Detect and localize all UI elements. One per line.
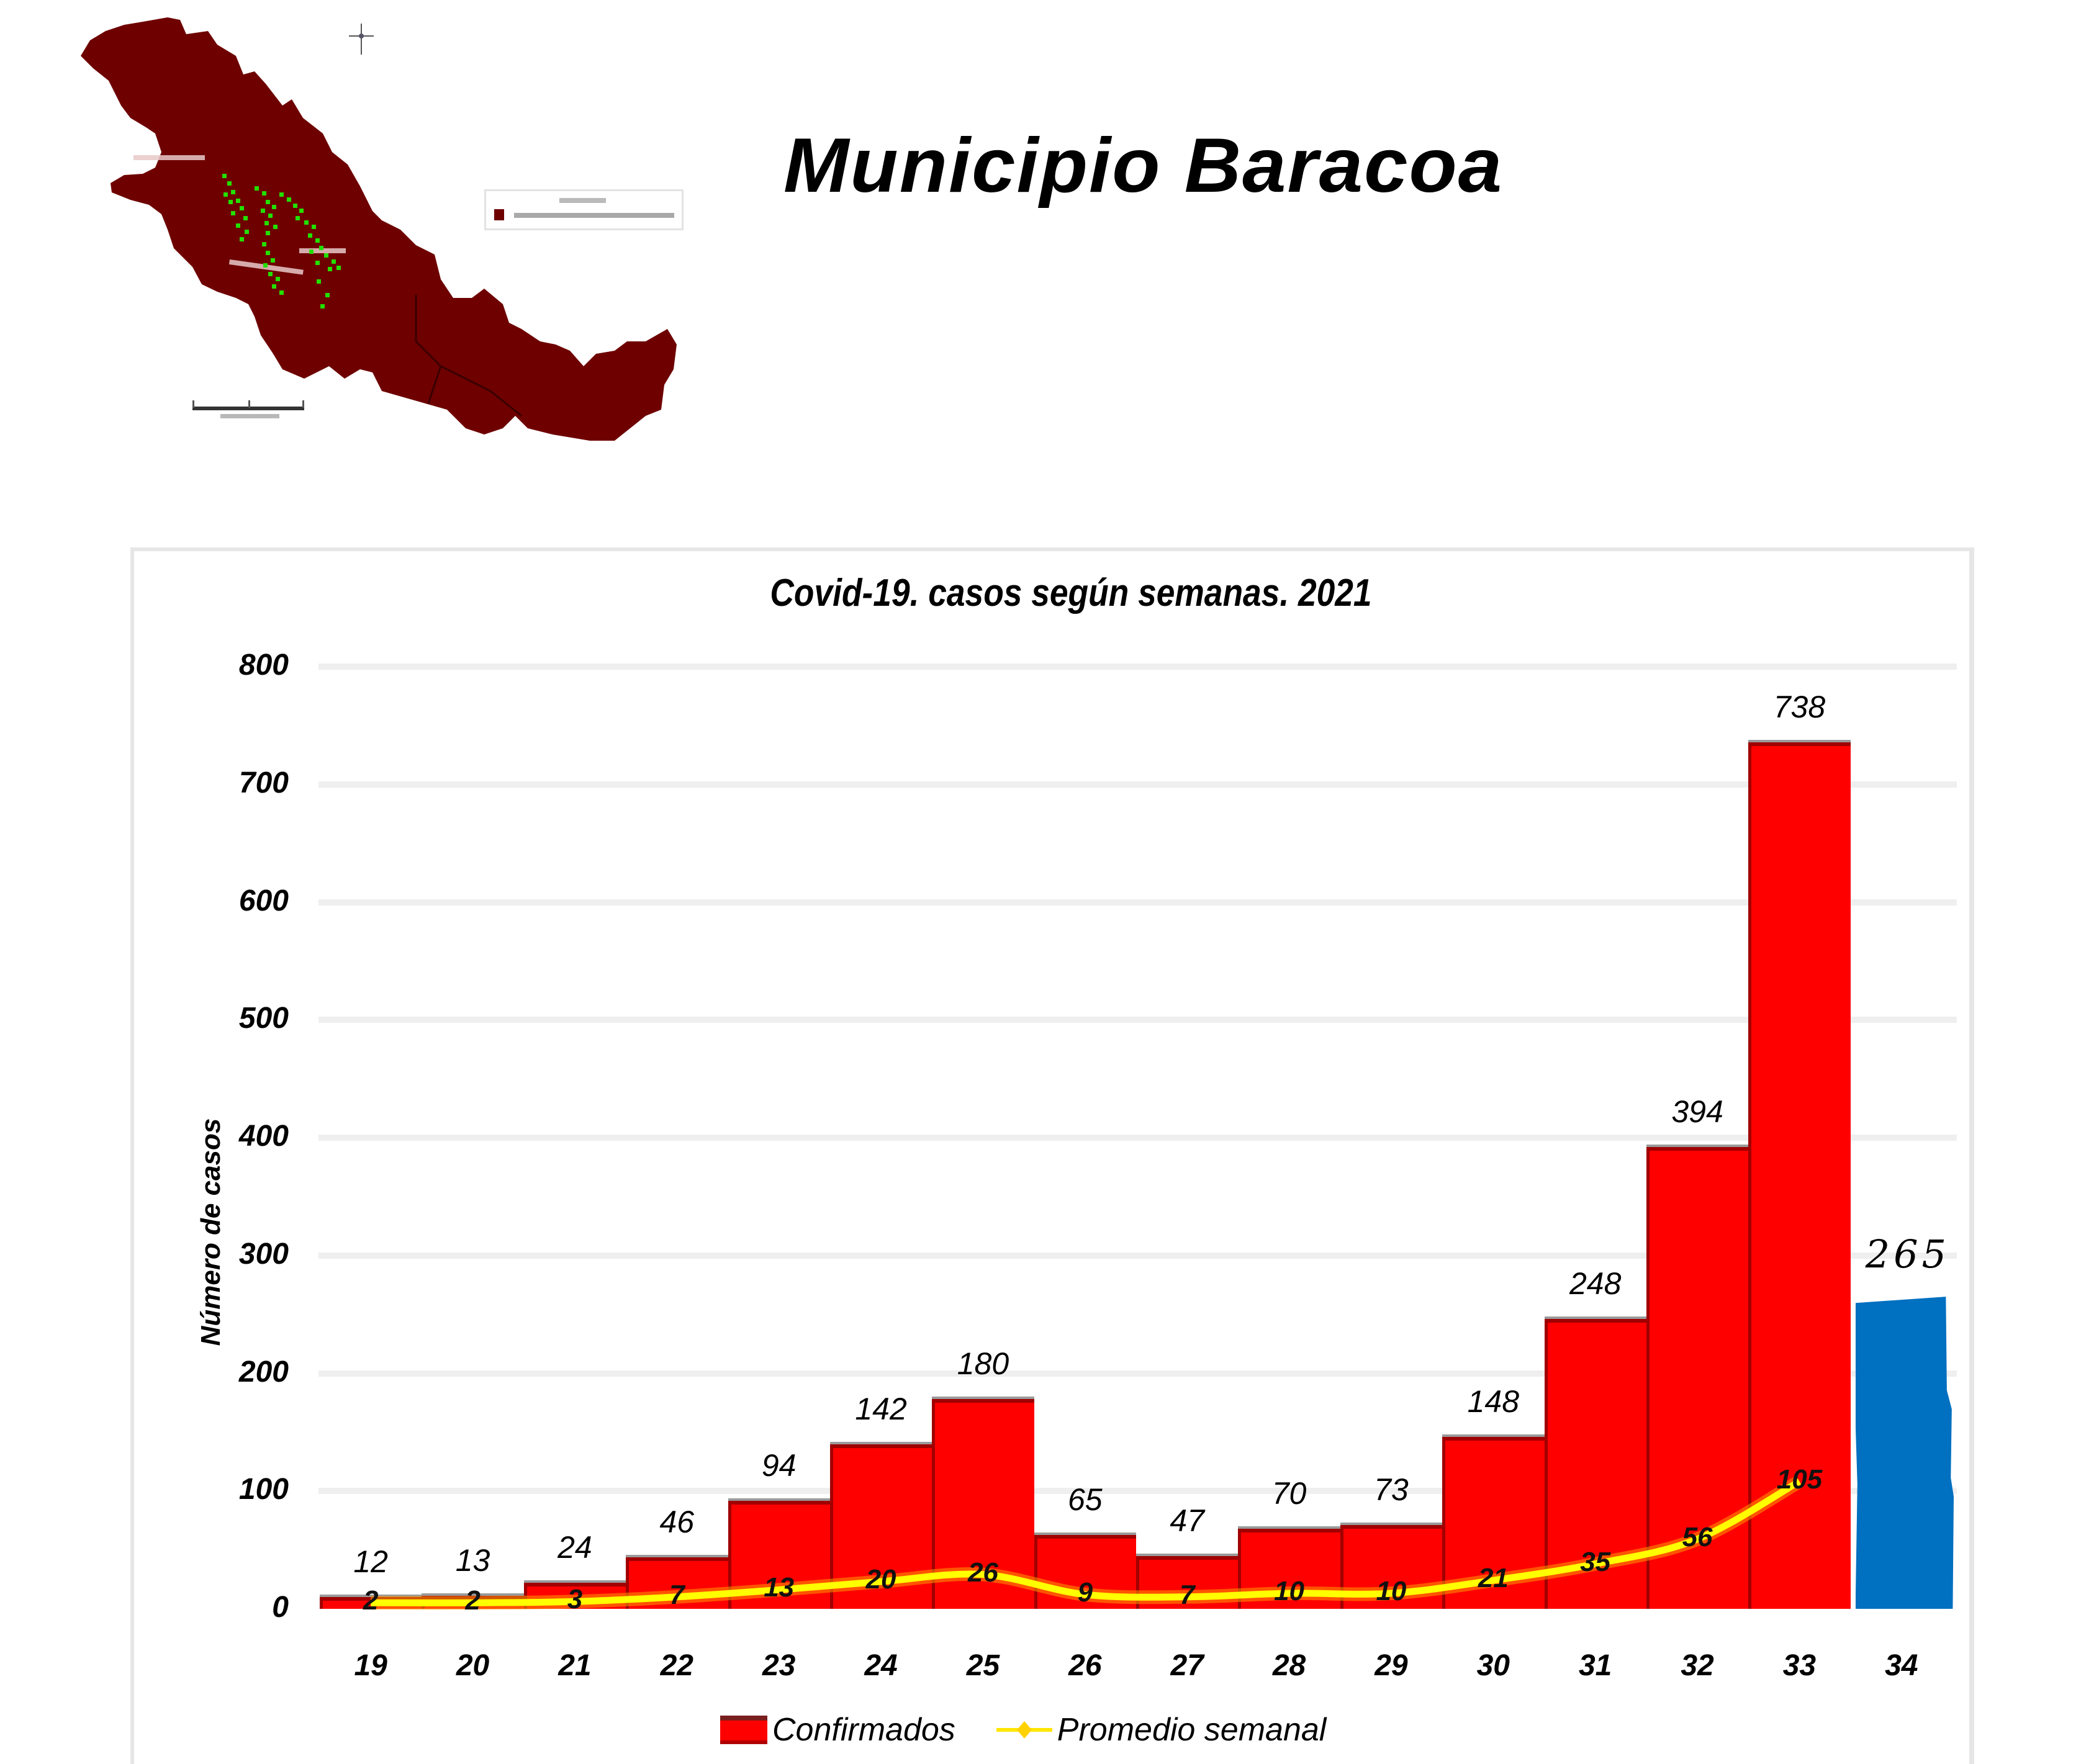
map-legend: [484, 189, 684, 230]
municipality-map: [68, 6, 695, 441]
map-region: [81, 17, 677, 441]
map-scale-bar: [192, 400, 304, 428]
legend-label: Confirmados: [772, 1712, 955, 1748]
chart-legend: Confirmados Promedio semanal: [720, 1708, 1326, 1752]
map-legend-title-placeholder: [559, 198, 606, 203]
line-diamond-marker-icon: [996, 1721, 1052, 1739]
map-legend-swatch: [494, 209, 504, 220]
compass-rose-icon: [348, 22, 375, 56]
square-swatch-icon: [720, 1716, 767, 1744]
map-legend-text-placeholder: [514, 213, 674, 218]
chart-title: Covid-19. casos según semanas. 2021: [770, 572, 1372, 614]
page-title: Municipio Baracoa: [783, 123, 1504, 209]
case-markers: [222, 174, 341, 308]
chart-frame: [130, 547, 1974, 1764]
legend-label: Promedio semanal: [1057, 1712, 1327, 1748]
map-graphic: [81, 17, 677, 441]
legend-item-confirmados: Confirmados: [720, 1711, 955, 1748]
y-axis-label: Número de casos: [196, 1118, 226, 1346]
legend-item-promedio: Promedio semanal: [996, 1711, 1327, 1748]
